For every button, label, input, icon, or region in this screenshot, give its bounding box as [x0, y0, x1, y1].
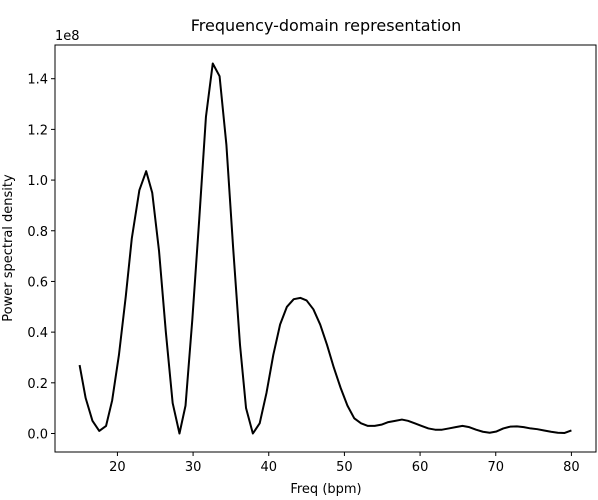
y-tick-label: 1.4: [27, 73, 48, 88]
y-tick-label: 0.4: [27, 326, 48, 341]
x-tick-label: 20: [109, 460, 126, 475]
x-tick-label: 80: [563, 460, 580, 475]
x-tick-label: 70: [487, 460, 504, 475]
x-tick-label: 60: [412, 460, 429, 475]
plot-frame: [54, 44, 597, 453]
y-axis-label: Power spectral density: [1, 174, 16, 322]
y-tick-label: 0.0: [27, 428, 48, 443]
x-tick-label: 30: [185, 460, 202, 475]
chart-title: Frequency-domain representation: [191, 16, 462, 35]
line-series: [78, 62, 572, 435]
y-tick-label: 1.0: [27, 174, 48, 189]
y-offset-label: 1e8: [55, 29, 80, 44]
y-tick-label: 0.6: [27, 275, 48, 290]
x-tick-label: 50: [336, 460, 353, 475]
y-tick-label: 0.8: [27, 225, 48, 240]
x-tick-label: 40: [260, 460, 277, 475]
y-tick-label: 0.2: [27, 377, 48, 392]
x-axis-label: Freq (bpm): [290, 482, 361, 497]
y-tick-label: 1.2: [27, 123, 48, 138]
